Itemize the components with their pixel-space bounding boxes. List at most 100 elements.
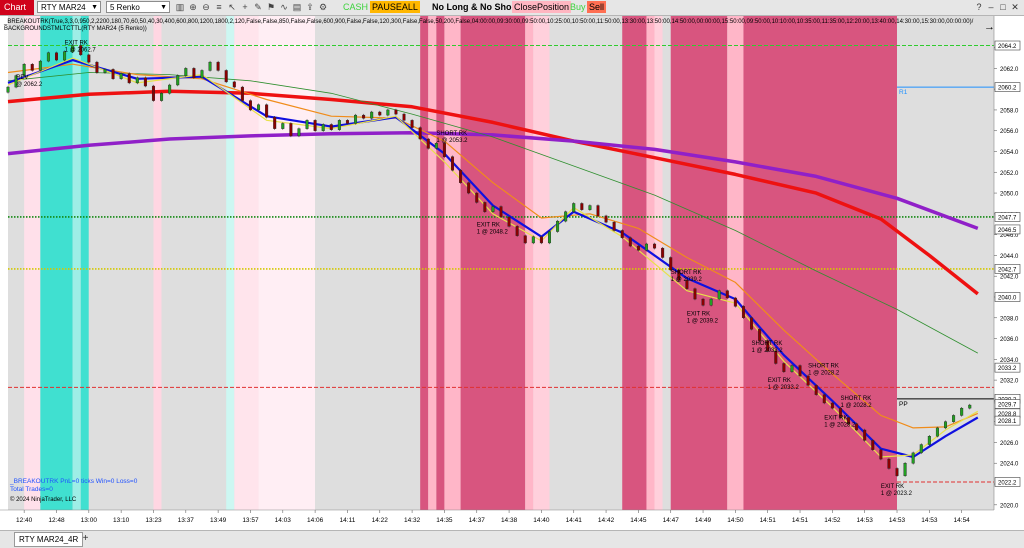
renko-brick [790,365,794,372]
price-marker [994,399,1021,409]
renko-brick [151,85,155,101]
renko-brick [895,468,899,476]
x-tick-label: 14:37 [469,517,486,524]
sell-button[interactable]: Sell [587,1,607,13]
renko-brick [176,75,180,86]
x-tick-label: 14:42 [598,517,615,524]
renko-brick [782,363,786,372]
x-tick-label: 14:11 [340,517,356,524]
renko-brick [556,220,560,232]
x-tick-label: 14:47 [663,517,680,524]
x-tick-label: 14:32 [404,517,421,524]
renko-brick [483,202,487,212]
y-tick-label: 2052.0 [1000,171,1019,177]
price-marker-label: 2029.7 [998,403,1017,409]
cash-button[interactable]: CASH [343,2,369,12]
tab-chart-instrument[interactable]: RTY MAR24_4R [14,532,84,547]
renko-brick [620,230,624,238]
indicator-line [7,89,979,296]
strategy-icon[interactable]: ⚑ [266,2,276,12]
minimize-icon[interactable]: – [988,2,994,12]
renko-brick [523,235,527,244]
renko-brick [184,68,188,76]
renko-brick [248,100,252,111]
price-marker [994,212,1021,222]
background-band [258,16,316,510]
y-tick-label: 2054.0 [1000,150,1019,156]
price-marker-label: 2028.1 [998,419,1017,425]
renko-brick [224,70,228,83]
no-long-no-short-button[interactable]: No Long & No Short [432,2,518,12]
buy-button[interactable]: Buy [570,2,586,12]
trade-label: 1 @ 2033.2 [768,385,800,391]
pnl-text: _BREAKOUTRK PnL=0 ticks Win=0 Loss=0 [9,478,138,485]
instrument-selector[interactable]: RTY MAR24 ▼ [37,1,101,13]
renko-brick [119,73,123,79]
renko-brick [370,111,374,119]
renko-brick [960,407,964,416]
y-tick-label: 2056.0 [1000,129,1019,135]
background-band [80,16,89,510]
x-tick-label: 14:45 [630,517,647,524]
close-icon[interactable]: ✕ [1011,2,1019,12]
renko-brick [95,61,99,73]
x-tick-label: 13:57 [242,517,259,524]
chart-window-tab[interactable]: Chart [0,0,34,15]
y-tick-label: 2036.0 [1000,337,1019,343]
y-tick-label: 2020.0 [1000,503,1019,509]
chevron-down-icon: ▼ [160,4,167,11]
background-band [727,16,744,510]
close-position-button[interactable]: ClosePosition [512,1,572,13]
background-band [315,16,421,510]
crosshair-icon[interactable]: + [242,2,248,12]
indicator-icon[interactable]: ∿ [280,2,288,12]
bar-style-icon[interactable]: ▥ [175,2,185,12]
background-band [153,16,162,510]
pointer-icon[interactable]: ↖ [228,2,236,12]
renko-brick [636,245,640,251]
bar-type-selector[interactable]: 5 Renko ▼ [106,1,170,13]
renko-brick [701,298,705,306]
y-tick-label: 2024.0 [1000,462,1019,468]
price-marker [994,264,1021,274]
price-marker [994,82,1021,92]
trade-label: SHORT RK [840,396,871,402]
properties-icon[interactable]: ≡ [216,2,222,12]
x-tick-label: 13:23 [145,517,162,524]
renko-brick [628,237,632,247]
settings-icon[interactable]: ⚙ [318,2,328,12]
background-band [743,16,898,510]
help-icon[interactable]: ? [976,2,982,12]
renko-brick [507,216,511,227]
renko-brick [14,75,18,88]
renko-brick [434,142,438,149]
renko-brick [297,128,301,137]
renko-brick [321,124,325,131]
renko-brick [871,440,875,450]
add-tab-icon[interactable]: + [82,533,89,544]
renko-brick [766,340,770,352]
draw-icon[interactable]: ✎ [254,2,262,12]
zoom-in-icon[interactable]: ⊕ [189,2,197,12]
template-icon[interactable]: ▤ [292,2,302,12]
renko-brick [774,350,778,364]
renko-brick [717,290,721,300]
trade-label: 1 @ 2039.2 [687,319,719,325]
x-tick-label: 13:10 [113,517,130,524]
renko-brick [944,421,948,429]
renko-brick [644,243,648,251]
y-tick-label: 2038.0 [1000,316,1019,322]
background-band [622,16,647,510]
x-tick-label: 14:41 [566,517,583,524]
x-tick-label: 14:35 [436,517,453,524]
renko-brick [394,109,398,115]
zoom-out-icon[interactable]: ⊖ [202,2,210,12]
chart-area[interactable]: EXIT RK 1 @ 2062.7 REV @ 2062.2 SHORT RK 1 @ … [0,16,1024,530]
share-icon[interactable]: ⇪ [306,2,314,12]
x-tick-label: 14:53 [857,517,874,524]
maximize-icon[interactable]: □ [1000,2,1006,12]
trade-label: 1 @ 2048.2 [477,229,509,235]
trade-label: SHORT RK [752,341,783,347]
pause-all-button[interactable]: PAUSEALL [370,1,420,13]
